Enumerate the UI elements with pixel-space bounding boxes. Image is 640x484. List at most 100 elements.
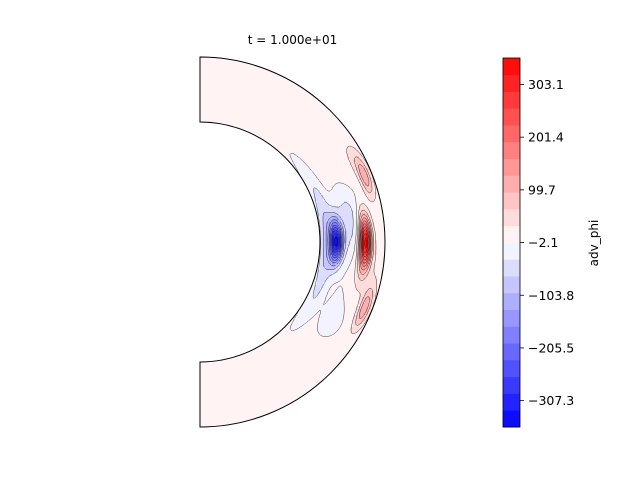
contour-fill-cell bbox=[338, 303, 342, 307]
contour-fill-cell bbox=[347, 198, 351, 202]
contour-fill-cell bbox=[341, 162, 345, 166]
contour-fill-cell bbox=[356, 174, 360, 178]
contour-fill-cell bbox=[266, 75, 270, 79]
contour-fill-cell bbox=[254, 84, 258, 88]
contour-fill-cell bbox=[239, 387, 243, 391]
contour-fill-cell bbox=[260, 123, 264, 127]
contour-fill-cell bbox=[320, 261, 324, 265]
contour-fill-cell bbox=[203, 423, 207, 427]
contour-fill-cell bbox=[284, 372, 288, 376]
contour-fill-cell bbox=[284, 384, 288, 388]
contour-fill-cell bbox=[356, 273, 360, 277]
contour-fill-cell bbox=[260, 375, 264, 379]
contour-fill-cell bbox=[275, 399, 279, 403]
contour-fill-cell bbox=[248, 351, 252, 355]
contour-fill-cell bbox=[254, 93, 258, 97]
contour-fill-cell bbox=[233, 360, 237, 364]
contour-fill-cell bbox=[335, 180, 339, 184]
contour-fill-cell bbox=[227, 120, 231, 124]
contour-fill-cell bbox=[233, 387, 237, 391]
contour-fill-cell bbox=[212, 360, 216, 364]
contour-fill-cell bbox=[275, 120, 279, 124]
contour-fill-cell bbox=[245, 360, 249, 364]
contour-fill-cell bbox=[350, 222, 354, 226]
contour-fill-cell bbox=[317, 114, 321, 118]
contour-fill-cell bbox=[233, 399, 237, 403]
contour-fill-cell bbox=[365, 282, 369, 286]
contour-fill-cell bbox=[278, 114, 282, 118]
contour-fill-cell bbox=[290, 372, 294, 376]
contour-fill-cell bbox=[260, 405, 264, 409]
contour-fill-cell bbox=[335, 300, 339, 304]
contour-fill-cell bbox=[362, 186, 366, 190]
contour-fill-cell bbox=[344, 264, 348, 268]
contour-fill-cell bbox=[236, 69, 240, 73]
contour-fill-cell bbox=[323, 297, 327, 301]
contour-fill-cell bbox=[335, 342, 339, 346]
contour-fill-cell bbox=[224, 63, 228, 67]
contour-fill-cell bbox=[218, 369, 222, 373]
contour-fill-cell bbox=[233, 405, 237, 409]
contour-fill-cell bbox=[278, 342, 282, 346]
contour-fill-cell bbox=[209, 369, 213, 373]
contour-fill-cell bbox=[347, 138, 351, 142]
contour-fill-cell bbox=[368, 273, 372, 277]
contour-fill-cell bbox=[263, 93, 267, 97]
contour-fill-cell bbox=[320, 300, 324, 304]
contour-fill-cell bbox=[305, 303, 309, 307]
contour-fill-cell bbox=[311, 357, 315, 361]
contour-fill-cell bbox=[254, 396, 258, 400]
contour-fill-cell bbox=[323, 285, 327, 289]
contour-fill-cell bbox=[341, 231, 345, 235]
contour-fill-cell bbox=[323, 237, 327, 241]
contour-fill-cell bbox=[332, 159, 336, 163]
contour-fill-cell bbox=[221, 99, 225, 103]
contour-fill-cell bbox=[263, 78, 267, 82]
contour-fill-cell bbox=[230, 87, 234, 91]
contour-fill-cell bbox=[302, 147, 306, 151]
contour-fill-cell bbox=[251, 390, 255, 394]
contour-fill-cell bbox=[314, 300, 318, 304]
contour-fill-cell bbox=[218, 384, 222, 388]
contour-fill-cell bbox=[209, 114, 213, 118]
contour-fill-cell bbox=[350, 327, 354, 331]
contour-fill-cell bbox=[212, 60, 216, 64]
contour-fill-cell bbox=[305, 120, 309, 124]
contour-fill-cell bbox=[206, 417, 210, 421]
contour-fill-cell bbox=[320, 168, 324, 172]
contour-fill-cell bbox=[284, 90, 288, 94]
contour-fill-cell bbox=[380, 216, 384, 220]
contour-fill-cell bbox=[212, 384, 216, 388]
contour-fill-cell bbox=[320, 156, 324, 160]
contour-fill-cell bbox=[278, 369, 282, 373]
contour-fill-cell bbox=[209, 81, 213, 85]
contour-fill-cell bbox=[248, 75, 252, 79]
contour-fill-cell bbox=[299, 324, 303, 328]
contour-fill-cell bbox=[212, 366, 216, 370]
contour-fill-cell bbox=[377, 246, 381, 250]
contour-fill-cell bbox=[275, 348, 279, 352]
contour-fill-cell bbox=[236, 408, 240, 412]
contour-fill-cell bbox=[329, 213, 333, 217]
contour-fill-cell bbox=[341, 252, 345, 256]
contour-fill-cell bbox=[338, 348, 342, 352]
contour-fill-cell bbox=[332, 270, 336, 274]
contour-fill-cell bbox=[245, 393, 249, 397]
contour-fill-cell bbox=[224, 390, 228, 394]
contour-fill-cell bbox=[257, 384, 261, 388]
contour-fill-cell bbox=[362, 270, 366, 274]
contour-fill-cell bbox=[269, 372, 273, 376]
contour-fill-cell bbox=[356, 213, 360, 217]
contour-fill-cell bbox=[377, 195, 381, 199]
contour-fill-cell bbox=[314, 162, 318, 166]
contour-fill-cell bbox=[284, 126, 288, 130]
contour-fill-cell bbox=[212, 111, 216, 115]
contour-fill-cell bbox=[320, 222, 324, 226]
contour-fill-cell bbox=[371, 189, 375, 193]
contour-fill-cell bbox=[260, 363, 264, 367]
contour-fill-cell bbox=[368, 228, 372, 232]
contour-fill-cell bbox=[254, 81, 258, 85]
contour-fill-cell bbox=[275, 99, 279, 103]
contour-fill-cell bbox=[377, 225, 381, 229]
contour-fill-cell bbox=[320, 291, 324, 295]
